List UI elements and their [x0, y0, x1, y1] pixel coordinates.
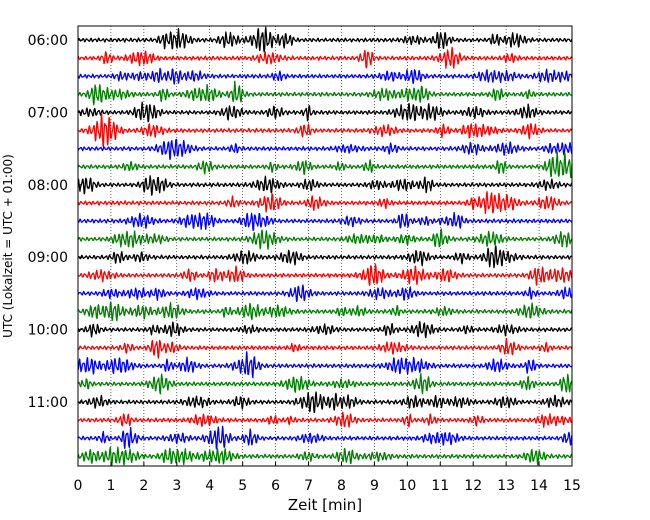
trace-row-8: [77, 175, 573, 196]
x-tick-label-10: 10: [398, 478, 416, 494]
x-tick-label-7: 7: [304, 478, 313, 494]
x-tick-label-3: 3: [172, 478, 181, 494]
trace-row-16: [77, 321, 573, 339]
x-tick-label-2: 2: [139, 478, 148, 494]
x-tick-label-1: 1: [106, 478, 115, 494]
x-tick-label-14: 14: [530, 478, 548, 494]
trace-row-5: [77, 112, 573, 148]
x-tick-label-9: 9: [370, 478, 379, 494]
trace-row-4: [77, 101, 573, 123]
trace-row-10: [77, 211, 573, 232]
y-tick-label-06:00: 06:00: [28, 33, 68, 49]
trace-row-20: [77, 391, 573, 414]
x-tick-label-13: 13: [497, 478, 515, 494]
trace-row-9: [77, 191, 573, 215]
y-tick-label-11:00: 11:00: [28, 395, 68, 411]
trace-row-12: [77, 245, 573, 269]
trace-row-18: [77, 351, 573, 379]
y-tick-label-10:00: 10:00: [28, 323, 68, 339]
trace-row-21: [77, 411, 573, 428]
trace-row-7: [77, 151, 573, 179]
y-tick-label-07:00: 07:00: [28, 105, 68, 121]
x-tick-label-15: 15: [563, 478, 581, 494]
trace-row-11: [77, 228, 573, 250]
y-tick-label-08:00: 08:00: [28, 178, 68, 194]
trace-row-6: [77, 138, 573, 160]
trace-row-1: [77, 46, 573, 69]
y-axis-label: UTC (Lokalzeit = UTC + 01:00): [1, 154, 15, 338]
x-axis-label: Zeit [min]: [288, 496, 362, 514]
trace-row-13: [77, 263, 573, 286]
x-tick-label-8: 8: [337, 478, 346, 494]
trace-row-15: [77, 301, 573, 322]
x-tick-label-11: 11: [431, 478, 449, 494]
seismic-traces: [77, 26, 573, 466]
x-axis-ticks: 0 1 2 3 4 5 6 7 8 9 10 11 12 13 14 15: [74, 462, 581, 494]
trace-row-22: [77, 425, 573, 450]
trace-row-17: [77, 337, 573, 359]
x-tick-label-12: 12: [464, 478, 482, 494]
x-tick-label-6: 6: [271, 478, 280, 494]
plot-frame: [77, 25, 573, 467]
y-tick-label-09:00: 09:00: [28, 250, 68, 266]
x-tick-label-0: 0: [74, 478, 83, 494]
trace-row-14: [77, 284, 573, 303]
x-tick-label-4: 4: [205, 478, 214, 494]
trace-row-3: [77, 80, 573, 106]
trace-row-23: [77, 446, 573, 466]
y-axis-ticks: 06:00 07:00 08:00 09:00 10:00 11:00: [28, 33, 82, 411]
x-tick-label-5: 5: [238, 478, 247, 494]
trace-row-2: [77, 67, 573, 85]
trace-row-19: [77, 373, 573, 395]
trace-row-0: [77, 26, 573, 53]
